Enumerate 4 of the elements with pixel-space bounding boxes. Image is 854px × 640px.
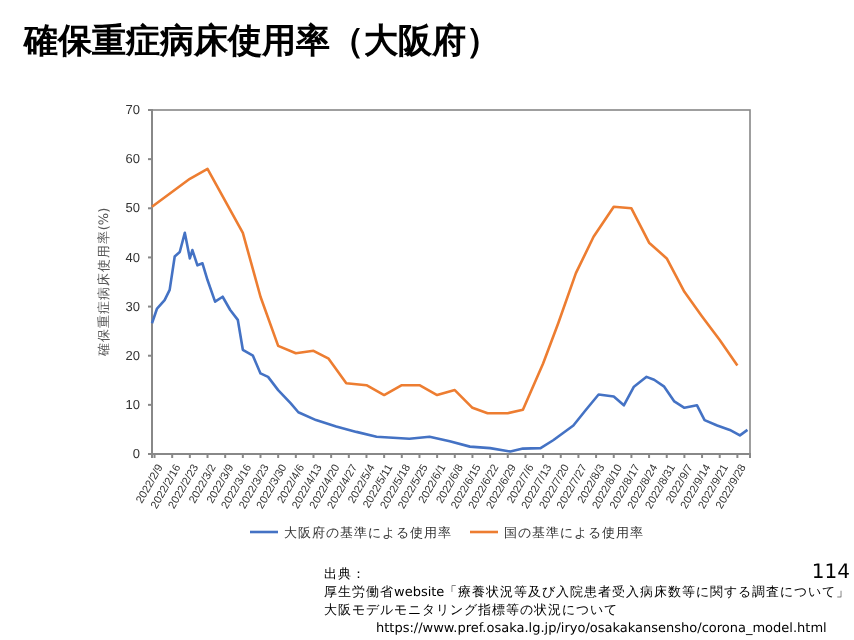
chart-title: 確保重症病床使用率（大阪府） xyxy=(22,22,500,62)
line-series xyxy=(150,167,739,415)
text: 114 xyxy=(811,562,850,584)
line-series xyxy=(150,231,749,453)
